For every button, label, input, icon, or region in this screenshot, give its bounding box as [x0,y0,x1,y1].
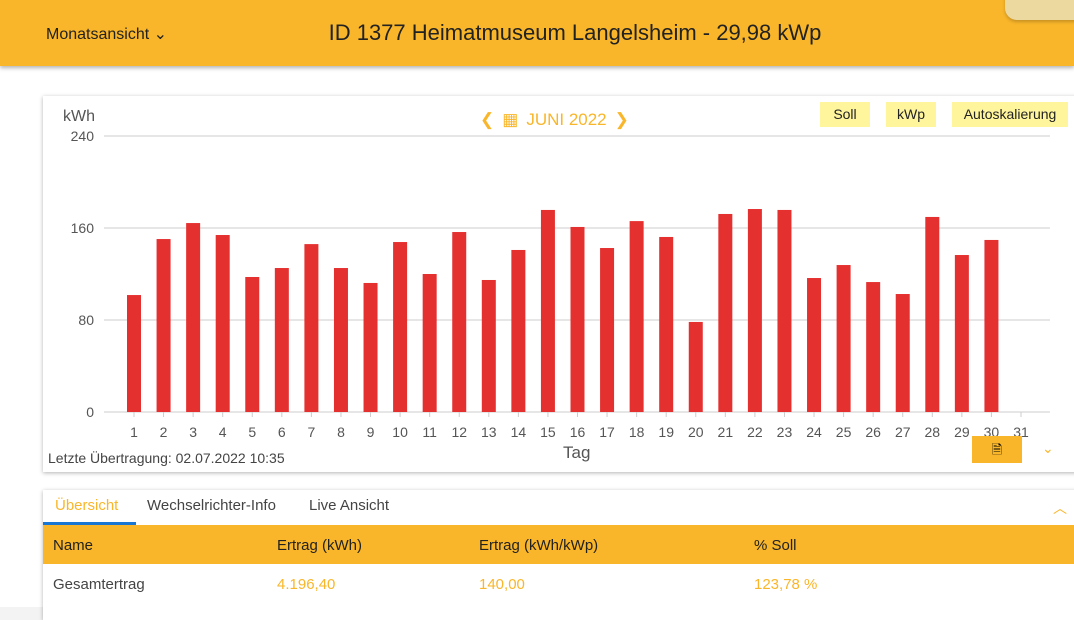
x-tick-label: 4 [219,424,227,440]
x-tick-label: 16 [570,424,586,440]
autoscale-button[interactable]: Autoskalierung [952,102,1068,127]
x-tick-label: 3 [189,424,197,440]
y-tick-label: 160 [71,220,95,236]
bar-day-17 [600,248,615,412]
bar-day-9 [363,282,378,412]
bar-day-1 [127,295,141,412]
y-tick-label: 80 [78,312,94,328]
bar-day-23 [777,209,792,412]
x-tick-label: 21 [718,424,734,440]
x-tick-label: 6 [278,424,286,440]
chevron-right-icon[interactable]: ❯ [614,110,629,129]
x-tick-label: 25 [836,424,852,440]
col-yield-kwh-kwp: Ertrag (kWh/kWp) [479,537,599,554]
view-label: Monatsansicht [46,26,150,43]
chevron-left-icon[interactable]: ❮ [480,110,495,129]
bar-day-26 [866,282,881,412]
x-tick-label: 7 [308,424,316,440]
x-tick-label: 24 [806,424,822,440]
col-percent-soll: % Soll [754,537,797,554]
x-tick-label: 20 [688,424,704,440]
tab-live-view[interactable]: Live Ansicht [309,497,390,514]
bar-day-20 [688,321,703,412]
x-tick-label: 9 [367,424,375,440]
bar-day-3 [186,223,201,412]
x-tick-label: 8 [337,424,345,440]
y-tick-label: 0 [86,404,94,420]
export-button[interactable]: 🗎 [972,436,1022,463]
x-axis-label: Tag [563,443,591,462]
bar-day-28 [925,216,940,412]
col-name: Name [53,537,94,554]
x-tick-label: 12 [451,424,467,440]
month-navigator: ❮ ▦ JUNI 2022 ❯ [480,110,629,130]
y-axis-label: kWh [63,108,95,125]
x-tick-label: 10 [392,424,408,440]
calendar-icon: ▦ [502,110,519,129]
chevron-down-icon: ⌄ [153,26,168,43]
bar-day-12 [452,232,467,412]
x-tick-label: 1 [130,424,138,440]
tab-overview[interactable]: Übersicht [55,497,119,514]
x-tick-label: 23 [777,424,793,440]
cell-yield-kwh: 4.196,40 [277,576,336,593]
bar-day-8 [333,268,348,412]
x-tick-label: 15 [540,424,556,440]
bar-day-6 [274,268,289,412]
col-yield-kwh: Ertrag (kWh) [277,537,363,554]
last-transfer: Letzte Übertragung: 02.07.2022 10:35 [48,450,285,466]
x-tick-label: 2 [160,424,168,440]
x-tick-label: 19 [658,424,674,440]
y-tick-label: 240 [71,128,95,144]
bar-day-21 [718,213,733,412]
soll-button[interactable]: Soll [820,102,870,127]
kwp-button[interactable]: kWp [886,102,936,127]
active-tab-indicator [43,522,136,525]
bar-day-24 [807,278,822,412]
bar-day-19 [659,236,674,412]
x-tick-label: 22 [747,424,763,440]
bar-day-4 [215,235,230,412]
x-tick-label: 13 [481,424,497,440]
cell-name: Gesamtertrag [53,576,145,593]
bar-day-30 [984,239,999,412]
x-tick-label: 26 [865,424,881,440]
bar-day-15 [540,209,555,412]
x-tick-label: 18 [629,424,645,440]
table-header [43,525,1074,564]
bar-day-25 [836,265,851,412]
bar-day-16 [570,226,585,412]
bar-day-13 [481,279,496,412]
x-tick-label: 5 [248,424,256,440]
bar-day-22 [747,209,762,412]
x-tick-label: 28 [925,424,941,440]
page-title: ID 1377 Heimatmuseum Langelsheim - 29,98… [328,20,822,45]
bar-day-5 [245,276,260,412]
x-tick-label: 14 [511,424,527,440]
collapse-chevron-icon[interactable]: ︿ [1053,500,1067,516]
bar-day-11 [422,274,437,412]
x-tick-label: 17 [599,424,615,440]
x-tick-label: 27 [895,424,911,440]
bar-day-14 [511,249,526,412]
file-code-icon: 🗎 [991,442,1003,457]
x-tick-label: 29 [954,424,970,440]
bar-day-2 [156,239,171,412]
bar-day-10 [393,242,408,412]
bar-day-7 [304,244,319,412]
cell-percent-soll: 123,78 % [754,576,818,593]
x-tick-label: 11 [422,424,437,440]
menu-overlay[interactable] [1005,0,1074,20]
view-selector[interactable]: Monatsansicht ⌄ [46,24,167,44]
cell-yield-kwh-kwp: 140,00 [479,576,525,593]
expand-chevron-icon[interactable]: ⌄ [1042,440,1054,456]
month-label[interactable]: JUNI 2022 [526,110,607,129]
bar-day-18 [629,221,644,412]
bar-day-29 [954,255,969,412]
header-bar: Monatsansicht ⌄ ID 1377 Heimatmuseum Lan… [0,0,1074,66]
tab-inverter-info[interactable]: Wechselrichter-Info [147,497,276,514]
bar-day-27 [895,294,910,412]
